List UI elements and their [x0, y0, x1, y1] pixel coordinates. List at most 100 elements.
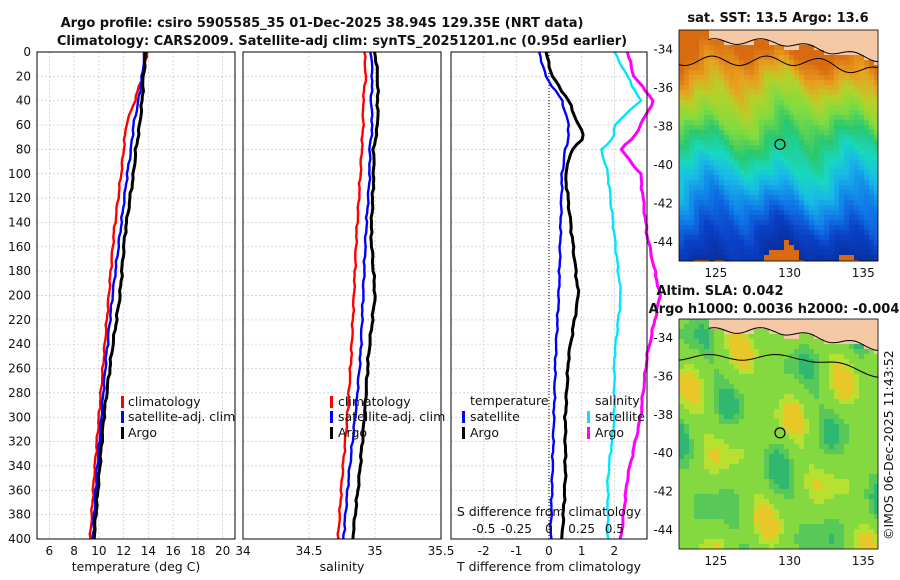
difference-panel: -2 -1 0 1 2 -0.5 -0.25 0 0.25 0.5 S difference fr…	[450, 51, 662, 574]
legend-swatch-t-argo	[462, 427, 465, 439]
x-tick-label: 10	[91, 544, 106, 558]
sla-map-subtitle: Argo h1000: 0.0036 h2000: -0.004	[649, 302, 900, 317]
lon-tick-label: 135	[852, 266, 875, 280]
lon-tick-label: 130	[778, 266, 801, 280]
legend-swatch-s-argo	[587, 427, 590, 439]
x-tick-label: 20	[215, 544, 230, 558]
legend-swatch-satellite	[330, 411, 333, 423]
y-tick-label: 80	[16, 142, 31, 156]
x-tick-label: 18	[190, 544, 205, 558]
s-difference-label: S difference from climatology	[457, 504, 642, 519]
x-tick-label: 8	[70, 544, 78, 558]
y-tick-label: 360	[8, 483, 31, 497]
lon-tick-label: 125	[704, 554, 727, 568]
series-line-satellite-adj--clim	[342, 51, 374, 540]
t-tick-label: -1	[510, 544, 522, 558]
temperature-panel: 0 20 40 60 80 100 120 140 160 180 200 220 240 260 280 3…	[8, 45, 236, 574]
t-tick-label: 2	[611, 544, 619, 558]
s-tick-label: 0.25	[568, 522, 595, 536]
y-tick-label: 280	[8, 386, 31, 400]
lat-tick-label: -38	[653, 119, 673, 133]
series-line-s-satellite	[600, 51, 643, 540]
y-tick-label: 220	[8, 313, 31, 327]
series-line-argo	[351, 51, 380, 540]
legend-climatology: climatology	[128, 394, 201, 409]
salinity-panel: 34 34.5 35 35.5 salinity climatology satell…	[235, 51, 455, 574]
argo-location-marker	[774, 427, 786, 439]
legend-argo: Argo	[128, 425, 157, 440]
legend-swatch-satellite	[121, 411, 124, 423]
sst-map-title: sat. SST: 13.5 Argo: 13.6	[687, 11, 868, 26]
legend-climatology: climatology	[338, 394, 411, 409]
y-tick-label: 140	[8, 215, 31, 229]
y-tick-label: 340	[8, 459, 31, 473]
x-tick-label: 6	[46, 544, 54, 558]
salinity-legend: climatology satellite-adj. clim Argo	[330, 394, 445, 440]
y-tick-label: 200	[8, 289, 31, 303]
x-tick-label: 35.5	[428, 544, 455, 558]
y-tick-label: 120	[8, 191, 31, 205]
y-tick-label: 0	[23, 45, 31, 59]
legend-s-satellite: satellite	[595, 409, 645, 424]
y-tick-label: 380	[8, 508, 31, 522]
x-tick-label: 14	[141, 544, 156, 558]
lat-tick-label: -42	[653, 485, 673, 499]
sla-map-title: Altim. SLA: 0.042	[657, 284, 784, 299]
legend-satellite: satellite-adj. clim	[338, 409, 445, 424]
t-difference-xlabel: T difference from climatology	[456, 559, 642, 574]
x-tick-label: 34	[235, 544, 250, 558]
figure-title-line1: Argo profile: csiro 5905585_35 01-Dec-20…	[61, 16, 584, 31]
t-tick-label: 0	[545, 544, 553, 558]
series-line-climatology	[88, 52, 149, 540]
s-tick-label: -0.5	[472, 522, 495, 536]
lon-tick-label: 130	[778, 554, 801, 568]
y-tick-label: 260	[8, 362, 31, 376]
series-line-t-satellite	[538, 51, 570, 540]
lat-tick-label: -36	[653, 370, 673, 384]
y-tick-label: 60	[16, 118, 31, 132]
temperature-legend: climatology satellite-adj. clim Argo	[121, 394, 235, 440]
x-tick-label: 16	[165, 544, 180, 558]
x-tick-label: 34.5	[296, 544, 323, 558]
y-tick-label: 180	[8, 264, 31, 278]
y-tick-label: 320	[8, 435, 31, 449]
x-tick-label: 35	[367, 544, 382, 558]
legend-salinity-title: salinity	[595, 393, 640, 408]
series-line-satellite-adj--clim	[91, 51, 146, 540]
lon-tick-label: 125	[704, 266, 727, 280]
lat-tick-label: -44	[653, 235, 673, 249]
y-tick-label: 400	[8, 532, 31, 546]
y-tick-label: 100	[8, 167, 31, 181]
y-tick-label: 240	[8, 337, 31, 351]
y-tick-label: 20	[16, 69, 31, 83]
lat-tick-label: -36	[653, 81, 673, 95]
legend-swatch-climatology	[330, 396, 333, 408]
temperature-xlabel: temperature (deg C)	[72, 559, 201, 574]
series-line-argo	[92, 51, 147, 540]
y-tick-label: 300	[8, 410, 31, 424]
legend-temperature-title: temperature	[470, 393, 549, 408]
series-line-climatology	[336, 51, 368, 540]
argo-location-marker	[774, 138, 786, 150]
legend-swatch-argo	[330, 427, 333, 439]
lat-tick-label: -34	[653, 331, 673, 345]
lat-tick-label: -34	[653, 42, 673, 56]
legend-swatch-s-satellite	[587, 411, 590, 423]
legend-satellite: satellite-adj. clim	[128, 409, 235, 424]
legend-t-argo: Argo	[470, 425, 499, 440]
legend-swatch-t-satellite	[462, 411, 465, 423]
t-tick-label: -2	[478, 544, 490, 558]
timestamp: ©IMOS 06-Dec-2025 11:43:52	[881, 350, 896, 540]
figure-title-line2: Climatology: CARS2009. Satellite-adj cli…	[57, 34, 627, 49]
legend-swatch-argo	[121, 427, 124, 439]
lat-tick-label: -40	[653, 158, 673, 172]
sla-map: Altim. SLA: 0.042 Argo h1000: 0.0036 h20…	[649, 284, 900, 568]
t-tick-label: 1	[578, 544, 586, 558]
series-line-t-argo	[544, 51, 585, 540]
series-line-s-argo	[618, 51, 662, 540]
legend-s-argo: Argo	[595, 425, 624, 440]
lat-tick-label: -44	[653, 523, 673, 537]
x-tick-label: 12	[116, 544, 131, 558]
s-tick-label: -0.25	[501, 522, 532, 536]
